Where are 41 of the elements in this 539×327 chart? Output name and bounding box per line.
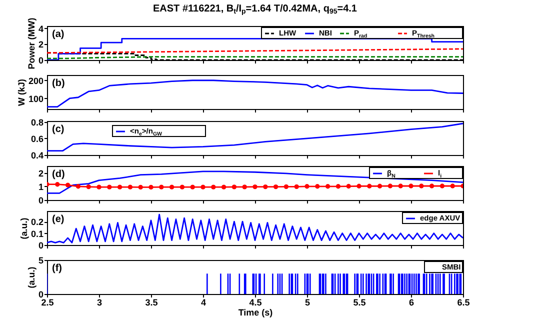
y-tick-label: 0 [38, 240, 44, 250]
y-tick-label: 100 [28, 94, 44, 104]
y-tick-label: 0 [38, 196, 44, 206]
y-tick-label: 0 [38, 290, 44, 300]
y-axis-title: (a.u.) [26, 266, 36, 288]
y-tick-label: 5 [38, 256, 44, 266]
x-tick-label: 3.5 [145, 298, 158, 308]
y-tick-label: 0.2 [30, 217, 44, 228]
annotation: (c) [52, 124, 64, 135]
y-axis-title: W (kJ) [16, 78, 26, 106]
y-tick-label: 0 [38, 56, 44, 66]
y-axis-title: (a.u.) [18, 218, 29, 240]
line-series [47, 80, 463, 108]
y-tick-label: 200 [28, 76, 44, 86]
x-tick-label: 4.5 [249, 298, 262, 308]
x-tick-label: 2.5 [41, 298, 54, 308]
x-tick-label: 3 [96, 298, 102, 308]
annotation: (e) [52, 214, 64, 225]
annotation: (a) [52, 29, 64, 40]
line-series [47, 170, 463, 194]
y-tick-label: 4 [38, 24, 44, 34]
x-tick-label: 6 [408, 298, 414, 308]
x-tick-label: 5.5 [353, 298, 366, 308]
y-tick-label: 2 [38, 40, 44, 50]
x-axis-title: Time (s) [238, 308, 273, 318]
x-tick-label: 4 [200, 298, 206, 308]
annotation: (d) [52, 169, 65, 180]
y-tick-label: 0.8 [30, 117, 44, 128]
annotation: (b) [52, 78, 65, 89]
y-tick-label: 1 [38, 182, 44, 192]
y-tick-label: 0.4 [30, 150, 44, 160]
line-series [47, 214, 463, 244]
line-series [47, 122, 463, 152]
y-tick-label: 0.6 [30, 134, 44, 144]
x-tick-label: 5 [304, 298, 310, 308]
y-tick-label: 2 [38, 168, 44, 178]
annotation: (f) [52, 263, 62, 274]
chart-title: EAST #116221, B$_{t}$/I$_{p}$=1.64 T/0.42MA, q$_{95}$=4.1 [153, 3, 358, 16]
y-axis-title: Power (MW) [26, 18, 36, 70]
x-tick-label: 6.5 [457, 298, 470, 308]
y-tick-label: 0.1 [30, 228, 44, 239]
